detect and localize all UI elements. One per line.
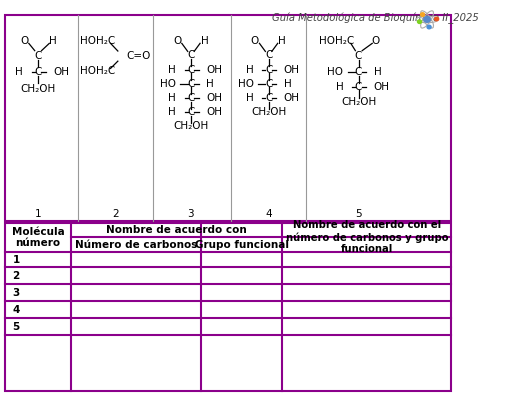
Text: CH₂OH: CH₂OH [173,122,209,131]
Text: HOH₂C: HOH₂C [80,66,115,76]
Text: CH₂OH: CH₂OH [20,84,56,94]
Text: C: C [355,51,362,61]
Text: O: O [251,36,259,45]
Text: HO: HO [237,79,254,89]
Text: 1: 1 [35,209,41,219]
Text: H: H [246,65,254,75]
Text: OH: OH [53,68,69,77]
Text: 2: 2 [12,271,20,281]
Text: HO: HO [160,79,176,89]
Text: H: H [15,68,23,77]
Text: 5: 5 [355,209,362,219]
Text: C: C [265,79,272,89]
Text: H: H [168,107,176,117]
Text: OH: OH [374,82,390,92]
Text: HOH₂C: HOH₂C [319,36,354,45]
Text: CH₂OH: CH₂OH [251,107,286,117]
Circle shape [418,20,422,23]
Text: Grupo funcional: Grupo funcional [194,240,289,249]
Text: Molécula
número: Molécula número [12,226,65,248]
Text: Guía Metodológica de Bioquímica II_2025: Guía Metodológica de Bioquímica II_2025 [272,13,479,24]
Text: H: H [336,82,343,92]
Text: H: H [168,93,176,103]
Text: C: C [265,65,272,75]
Text: O: O [20,36,28,45]
Text: CH₂OH: CH₂OH [341,97,376,107]
Text: C: C [355,82,362,92]
Text: Nombre de acuerdo con el
número de carbonos y grupo
funcional: Nombre de acuerdo con el número de carbo… [285,220,448,254]
Text: O: O [173,36,181,45]
Text: OH: OH [206,65,222,75]
Text: C: C [34,68,41,77]
Text: HOH₂C: HOH₂C [80,36,115,45]
Text: 5: 5 [12,322,20,332]
Text: H: H [284,79,291,89]
Text: 1: 1 [12,255,20,264]
Text: C: C [187,93,194,103]
Text: 4: 4 [12,305,20,315]
Text: HO: HO [327,68,343,77]
Text: C: C [187,50,194,60]
Text: H: H [206,79,214,89]
Text: 4: 4 [265,209,272,219]
FancyBboxPatch shape [6,223,451,391]
Circle shape [435,17,439,21]
Text: OH: OH [206,107,222,117]
Text: Nombre de acuerdo con: Nombre de acuerdo con [106,225,247,235]
Text: C: C [187,65,194,75]
Text: H: H [168,65,176,75]
Circle shape [427,25,431,29]
Text: H: H [374,68,381,77]
Text: OH: OH [206,93,222,103]
Text: C=O: C=O [127,51,151,61]
Text: C: C [355,68,362,77]
Text: OH: OH [284,65,299,75]
Text: C: C [187,107,194,117]
Text: C: C [265,93,272,103]
Text: H: H [278,36,286,45]
Text: O: O [372,36,380,45]
Text: C: C [265,50,272,60]
Text: 2: 2 [112,209,118,219]
Text: H: H [246,93,254,103]
FancyBboxPatch shape [6,15,451,221]
Text: C: C [34,51,41,61]
Text: 3: 3 [12,288,20,298]
Text: C: C [187,79,194,89]
Text: H: H [201,36,209,45]
Text: 3: 3 [188,209,194,219]
Text: Número de carbonos: Número de carbonos [75,240,197,249]
Circle shape [421,13,425,16]
Text: OH: OH [284,93,299,103]
Text: H: H [49,36,57,45]
Circle shape [424,17,430,22]
